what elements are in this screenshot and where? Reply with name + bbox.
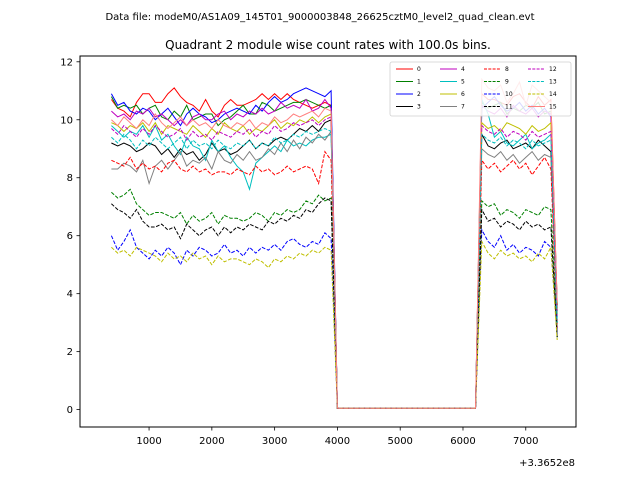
x-tick-label: 4000 (325, 436, 350, 447)
legend-label-6: 6 (461, 91, 465, 98)
x-tick-label: 3000 (262, 436, 287, 447)
series-10-line (110, 228, 558, 409)
y-axis: 0 2 4 6 8 10 12 (60, 57, 80, 416)
y-tick-label: 10 (60, 115, 73, 126)
y-tick-label: 12 (60, 57, 73, 68)
legend-label-12: 12 (549, 66, 557, 73)
legend-label-0: 0 (417, 66, 421, 73)
legend-label-11: 11 (505, 104, 513, 111)
y-tick-label: 8 (67, 173, 73, 184)
series-14-line (111, 239, 558, 409)
legend-label-15: 15 (549, 104, 557, 111)
series-group (110, 77, 558, 409)
suptitle: Data file: modeM0/AS1A09_145T01_90000038… (105, 12, 534, 23)
y-tick-label: 6 (67, 231, 73, 242)
legend-label-1: 1 (417, 79, 421, 86)
legend-label-7: 7 (461, 104, 465, 111)
x-tick-label: 6000 (450, 436, 475, 447)
legend-label-10: 10 (505, 91, 513, 98)
series-11-line (111, 197, 558, 409)
x-tick-label: 1000 (136, 436, 161, 447)
legend-label-8: 8 (505, 66, 509, 73)
legend-box (389, 61, 572, 117)
x-tick-label: 7000 (513, 436, 538, 447)
legend-label-9: 9 (505, 79, 509, 86)
legend-label-14: 14 (549, 91, 557, 98)
x-offset-label: +3.3652e8 (519, 458, 575, 469)
x-tick-label: 2000 (199, 436, 224, 447)
legend-label-5: 5 (461, 79, 465, 86)
legend-label-13: 13 (549, 79, 557, 86)
y-tick-label: 0 (67, 405, 73, 416)
y-tick-label: 4 (67, 289, 73, 300)
y-tick-label: 2 (67, 347, 73, 358)
chart-title: Quadrant 2 module wise count rates with … (165, 38, 491, 52)
x-tick-label: 5000 (387, 436, 412, 447)
x-axis: 1000 2000 3000 4000 5000 6000 7000 (136, 427, 538, 447)
legend-label-4: 4 (461, 66, 465, 73)
legend-label-2: 2 (417, 91, 421, 98)
legend-label-3: 3 (417, 104, 421, 111)
axes-frame (79, 55, 577, 428)
